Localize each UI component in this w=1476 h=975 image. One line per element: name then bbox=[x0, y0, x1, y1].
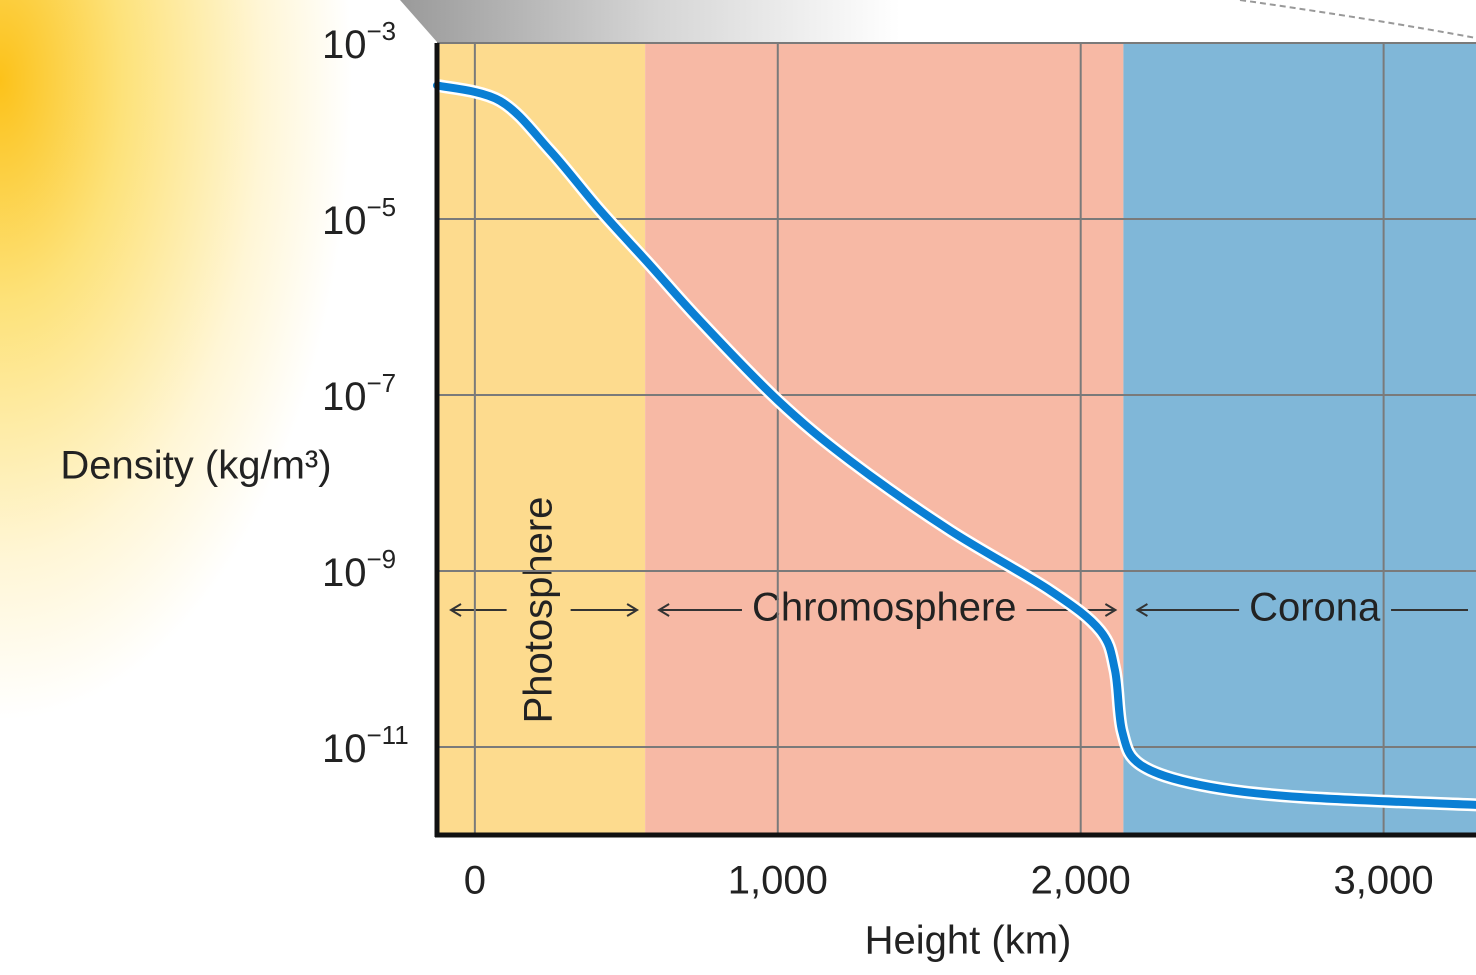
x-axis-label: Height (km) bbox=[865, 919, 1072, 963]
region bbox=[1123, 43, 1476, 835]
y-tick-exponent: −7 bbox=[367, 368, 397, 398]
y-tick-label: 10−11 bbox=[322, 720, 409, 771]
x-tick-label: 0 bbox=[464, 859, 486, 903]
y-tick-base: 10 bbox=[322, 727, 367, 771]
region-label: Photosphere bbox=[517, 497, 561, 724]
y-axis-label: Density (kg/m³) bbox=[60, 444, 331, 488]
region bbox=[645, 43, 1124, 835]
top-banner bbox=[400, 0, 900, 42]
region-label: Corona bbox=[1249, 586, 1381, 630]
x-tick-label: 1,000 bbox=[728, 859, 828, 903]
y-tick-base: 10 bbox=[322, 551, 367, 595]
y-tick-exponent: −11 bbox=[367, 720, 409, 750]
y-tick-label: 10−9 bbox=[322, 544, 396, 595]
y-tick-label: 10−5 bbox=[322, 192, 396, 243]
y-tick-label: 10−3 bbox=[322, 16, 396, 67]
region bbox=[437, 43, 646, 835]
sun-glow bbox=[0, 0, 440, 800]
decor-line bbox=[1239, 0, 1476, 39]
x-tick-label: 2,000 bbox=[1031, 859, 1131, 903]
line bbox=[433, 81, 1476, 809]
arrow bbox=[1135, 603, 1240, 617]
y-tick-base: 10 bbox=[322, 199, 367, 243]
y-tick-label: 10−7 bbox=[322, 368, 396, 419]
region-label: Chromosphere bbox=[752, 586, 1017, 630]
y-tick-exponent: −3 bbox=[367, 16, 397, 46]
y-tick-base: 10 bbox=[322, 23, 367, 67]
y-tick-exponent: −5 bbox=[367, 192, 397, 222]
y-tick-base: 10 bbox=[322, 375, 367, 419]
arrow bbox=[570, 603, 640, 617]
arrow bbox=[657, 603, 742, 617]
x-tick-label: 3,000 bbox=[1334, 859, 1434, 903]
y-tick-exponent: −9 bbox=[367, 544, 397, 574]
arrow bbox=[449, 603, 507, 617]
